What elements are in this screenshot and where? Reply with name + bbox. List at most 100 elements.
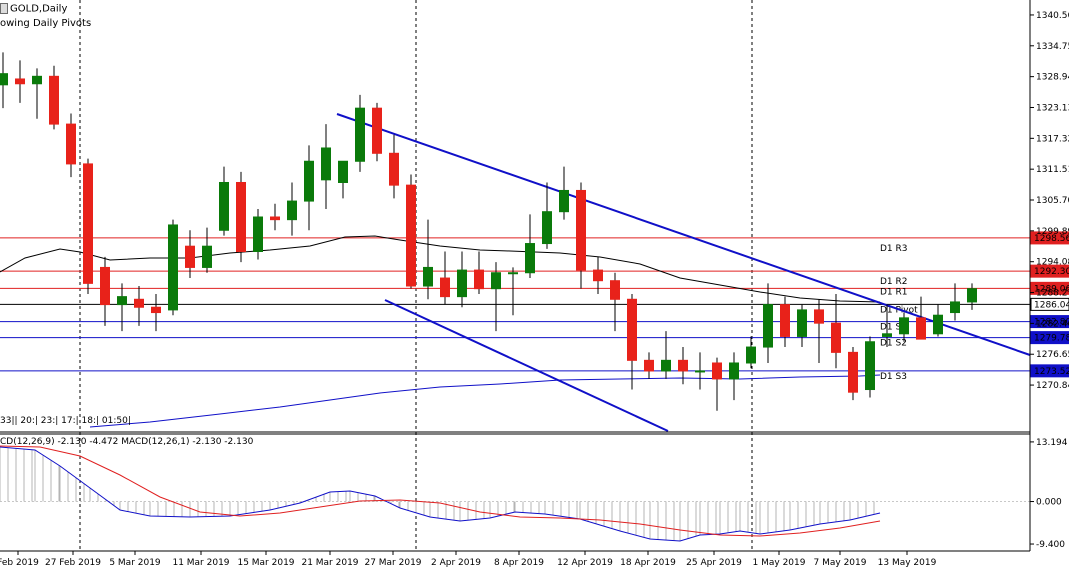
date-label: 21 Mar 2019	[301, 558, 358, 567]
candle-bull	[729, 362, 739, 380]
candle-bull	[423, 266, 433, 287]
candle-bull	[338, 160, 348, 183]
candle-bear	[678, 359, 688, 372]
candle-bear	[270, 216, 280, 221]
moving-averages	[0, 235, 881, 428]
candle-bear	[100, 266, 110, 306]
candle-bull	[933, 314, 943, 335]
candle-bear	[406, 184, 416, 287]
window-icon	[0, 3, 8, 14]
candle-bull	[797, 309, 807, 337]
pivot-price-box	[1030, 364, 1069, 378]
pivot-label: D1 R1	[880, 287, 908, 297]
pivot-label: D1 S1	[880, 323, 907, 333]
pivot-price-box	[1030, 315, 1069, 329]
pivot-price-box	[1030, 331, 1069, 345]
candle-bull	[117, 296, 127, 306]
price-tick-label: 1288.27	[1036, 289, 1069, 299]
pivot-price-label: 1279.78	[1034, 334, 1069, 344]
pivot-price-label: 1282.80	[1034, 318, 1069, 328]
candle-bear	[83, 163, 93, 284]
candle-bull	[508, 272, 518, 275]
pivot-label: D1 R3	[880, 244, 908, 254]
candle-bear	[134, 298, 144, 308]
price-tick-label: 1282.46	[1036, 319, 1069, 329]
macd-tick-label: 0.000	[1036, 498, 1062, 508]
candle-bull	[355, 107, 365, 162]
pivot-price-box	[1030, 264, 1069, 278]
candle-bull	[253, 216, 263, 253]
macd-panel	[0, 445, 1030, 542]
date-label: 7 May 2019	[814, 558, 867, 567]
candle-bull	[219, 181, 229, 231]
pivot-price-label: 1298.56	[1034, 234, 1069, 244]
price-tick-label: 1270.84	[1036, 381, 1069, 391]
moving-average-fast	[0, 235, 881, 303]
date-label: 8 Apr 2019	[494, 558, 544, 567]
date-label: 5 Mar 2019	[109, 558, 161, 567]
candle-bear	[831, 322, 841, 353]
pivot-label: D1 R2	[880, 277, 908, 287]
date-label: 25 Apr 2019	[686, 558, 742, 567]
candle-bull	[899, 317, 909, 335]
candle-bear	[848, 351, 858, 393]
date-label: Feb 2019	[0, 558, 39, 567]
candle-bear	[610, 280, 620, 300]
candle-bear	[712, 362, 722, 380]
pivot-price-label: 1289.06	[1034, 284, 1069, 294]
candle-bull	[304, 160, 314, 202]
price-tick-label: 1311.51	[1036, 165, 1069, 175]
candle-bull	[559, 189, 569, 213]
candle-bear	[780, 304, 790, 337]
candle-bull	[525, 243, 535, 274]
date-label: 11 Mar 2019	[172, 558, 229, 567]
trendline-lower	[384, 299, 669, 432]
date-label: 12 Apr 2019	[557, 558, 613, 567]
indicator-title: owing Daily Pivots	[0, 18, 92, 29]
candles	[0, 52, 977, 411]
pivot-label: D1 S3	[880, 372, 907, 382]
candle-bear	[151, 306, 161, 314]
macd-label: CD(12,26,9) -2.130 -4.472 MACD(12,26,1) …	[0, 437, 254, 447]
candle-bull	[168, 224, 178, 311]
candle-bull	[202, 245, 212, 268]
price-tick-label: 1317.32	[1036, 134, 1069, 144]
date-label: 2 Apr 2019	[431, 558, 481, 567]
bar-timer: 33|| 20:| 23:| 17:| 18:| 01:50|	[0, 416, 131, 426]
candle-bull	[967, 288, 977, 303]
date-label: 27 Mar 2019	[364, 558, 421, 567]
candle-bear	[185, 245, 195, 268]
date-label: 18 Apr 2019	[620, 558, 676, 567]
candle-bear	[15, 78, 25, 85]
price-tick-label: 1305.70	[1036, 196, 1069, 206]
candle-bear	[644, 359, 654, 372]
date-label: 15 Mar 2019	[237, 558, 294, 567]
price-tick-label: 1299.89	[1036, 227, 1069, 237]
symbol-title: GOLD,Daily	[0, 3, 67, 15]
macd-tick-label: -9.400	[1036, 540, 1065, 550]
candle-bear	[440, 277, 450, 298]
candle-bear	[916, 317, 926, 340]
candle-bull	[882, 333, 892, 337]
candle-bear	[389, 152, 399, 186]
date-label: 27 Feb 2019	[45, 558, 101, 567]
macd-line	[0, 446, 881, 542]
pivot-price-box	[1030, 281, 1069, 295]
pivot-price-label: 1273.52	[1034, 367, 1069, 377]
price-tick-label: 1276.65	[1036, 350, 1069, 360]
pivot-price-label: 1286.04	[1034, 300, 1069, 310]
candle-bull	[746, 346, 756, 364]
price-tick-label: 1323.13	[1036, 103, 1069, 113]
candle-bear	[474, 269, 484, 290]
candle-bull	[287, 200, 297, 221]
macd-tick-label: 13.194	[1036, 438, 1068, 448]
candle-bear	[627, 298, 637, 361]
candle-bull	[695, 370, 705, 373]
macd-signal-line	[0, 445, 881, 537]
candle-bull	[865, 341, 875, 391]
trendline-upper	[336, 113, 1031, 356]
date-label: 13 May 2019	[878, 558, 937, 567]
price-tick-label: 1340.56	[1036, 11, 1069, 21]
